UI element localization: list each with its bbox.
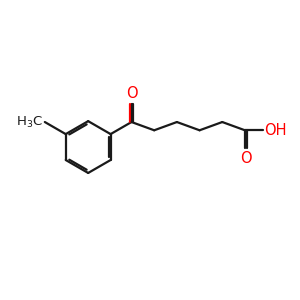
Text: O: O (240, 151, 252, 166)
Text: OH: OH (264, 123, 287, 138)
Text: $\mathregular{H_3C}$: $\mathregular{H_3C}$ (16, 115, 43, 130)
Text: O: O (127, 86, 138, 101)
